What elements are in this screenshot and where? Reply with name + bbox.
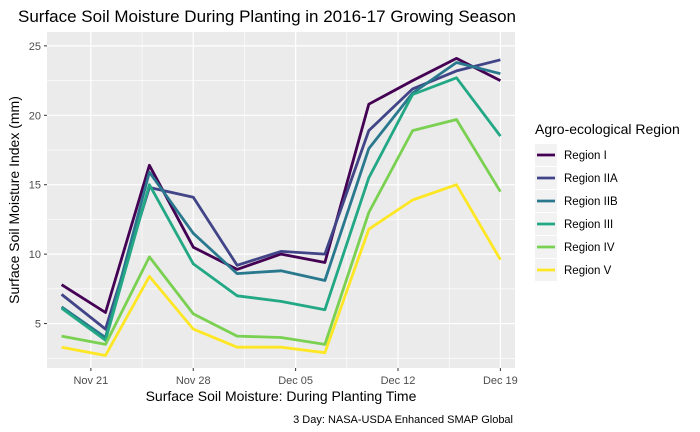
chart-title: Surface Soil Moisture During Planting in… bbox=[18, 7, 516, 26]
plot-panel bbox=[47, 32, 515, 368]
y-axis-title: Surface Soil Moisture Index (mm) bbox=[6, 96, 22, 304]
y-tick-label: 25 bbox=[29, 41, 41, 53]
x-tick-label: Nov 28 bbox=[176, 375, 211, 387]
legend-label-region-iv: Region IV bbox=[564, 242, 615, 254]
legend-items: Region I Region IIA Region IIB Region III Re… bbox=[535, 144, 618, 281]
series-line-region-iib bbox=[60, 61, 501, 339]
x-tick-label: Dec 12 bbox=[381, 375, 416, 387]
legend-label-region-i: Region I bbox=[564, 150, 607, 162]
legend-label-region-iib: Region IIB bbox=[564, 196, 618, 208]
series-line-region-v bbox=[61, 183, 502, 357]
y-tick-label: 20 bbox=[29, 110, 41, 122]
series-line-region-iii bbox=[60, 76, 502, 342]
x-tick-label: Dec 19 bbox=[483, 375, 518, 387]
y-axis: 5 10 15 20 25 bbox=[29, 41, 47, 331]
legend: Agro-ecological Region Region I Region II… bbox=[535, 121, 680, 281]
y-tick-label: 5 bbox=[35, 319, 41, 331]
legend-label-region-iia: Region IIA bbox=[564, 173, 618, 185]
y-tick-label: 15 bbox=[29, 180, 41, 192]
x-tick-label: Dec 05 bbox=[278, 375, 313, 387]
series-line-region-i bbox=[60, 57, 502, 314]
legend-label-region-iii: Region III bbox=[564, 219, 613, 231]
y-tick-label: 10 bbox=[29, 249, 41, 261]
legend-title: Agro-ecological Region bbox=[535, 121, 680, 137]
series-line-region-iv bbox=[61, 118, 502, 346]
chart-caption: 3 Day: NASA-USDA Enhanced SMAP Global bbox=[293, 414, 513, 426]
series-lines bbox=[60, 57, 502, 357]
x-axis: Nov 21 Nov 28 Dec 05 Dec 12 Dec 19 bbox=[73, 368, 518, 387]
x-axis-title: Surface Soil Moisture: During Planting T… bbox=[146, 388, 417, 404]
x-tick-label: Nov 21 bbox=[73, 375, 108, 387]
legend-label-region-v: Region V bbox=[564, 265, 612, 277]
